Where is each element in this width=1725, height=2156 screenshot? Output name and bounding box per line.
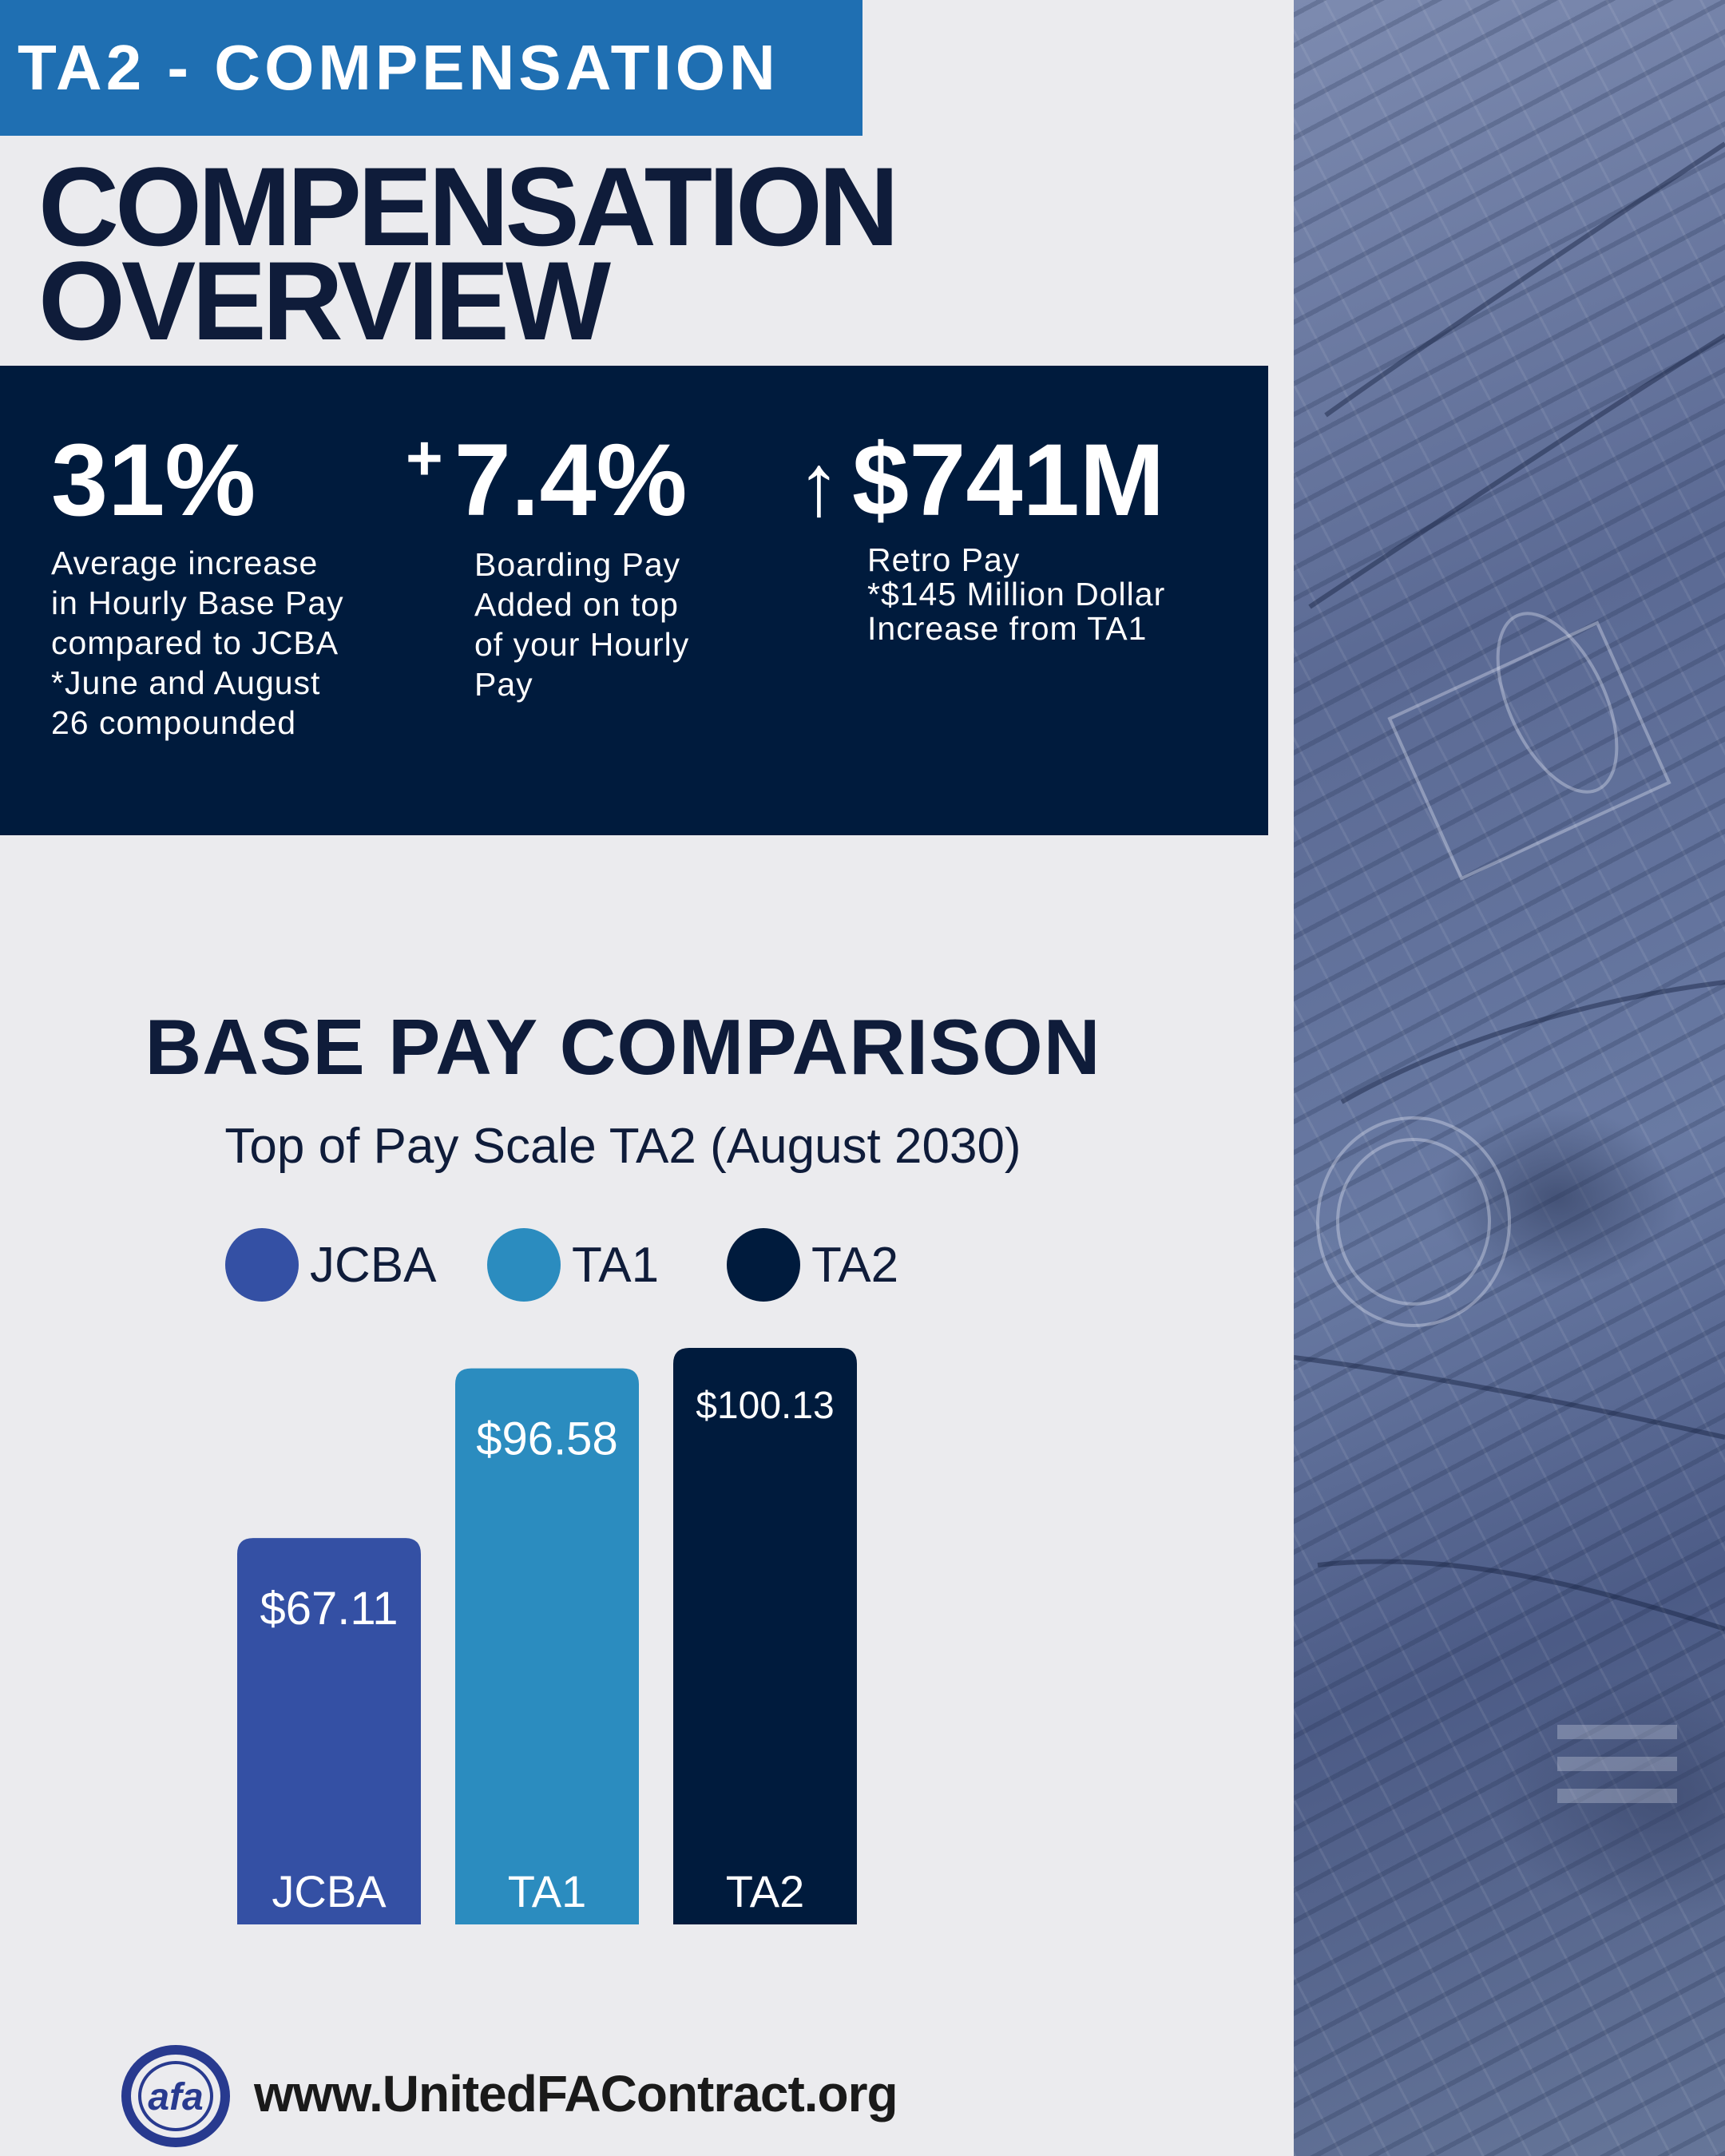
afa-logo: afa [121, 2045, 230, 2147]
stats-panel: 31% Average increase in Hourly Base Pay … [0, 366, 1268, 835]
bar-category-label: TA1 [508, 1866, 587, 1916]
stat-line: *$145 Million Dollar [867, 576, 1166, 612]
section-tag: TA2 - COMPENSATION [0, 0, 862, 136]
plus-icon: + [406, 422, 443, 493]
chart-legend: JCBA TA1 TA2 [0, 1228, 1038, 1308]
stat-line: Retro Pay [867, 541, 1021, 578]
legend-swatch [225, 1228, 299, 1302]
chart-title: BASE PAY COMPARISON [145, 1003, 1101, 1091]
logo-text: afa [148, 2076, 203, 2118]
bar-value-label: $96.58 [476, 1413, 617, 1465]
bar-ta1 [455, 1368, 639, 1924]
stat-value-text: 7.4% [454, 423, 688, 537]
legend-swatch [487, 1228, 561, 1302]
title-line-2: OVERVIEW [38, 238, 611, 363]
stat-value-text: $741M [852, 423, 1165, 537]
stat-value-text: 31% [51, 423, 256, 537]
legend-label: TA1 [572, 1237, 660, 1293]
bar-value-label: $100.13 [696, 1385, 835, 1427]
stat-description: Retro Pay *$145 Million Dollar Increase … [867, 543, 1165, 646]
stat-line: Increase from TA1 [867, 610, 1148, 647]
title-line-1: COMPENSATION [38, 144, 899, 269]
stat-value: ↑ $741M [797, 422, 1164, 539]
stat-line: Average increase [51, 545, 319, 581]
stat-line: in Hourly Base Pay [51, 585, 344, 621]
bar-category-label: JCBA [272, 1866, 387, 1916]
website-link[interactable]: www.UnitedFAContract.org [254, 2065, 898, 2122]
stat-line: of your Hourly [474, 626, 690, 663]
stat-line: Boarding Pay [474, 546, 681, 583]
bar-value-label: $67.11 [260, 1583, 398, 1635]
stat-line: Pay [474, 666, 533, 703]
legend-item-ta1: TA1 [487, 1228, 659, 1302]
page-title: COMPENSATION OVERVIEW [38, 144, 899, 363]
legend-swatch [727, 1228, 800, 1302]
bar-jcba [237, 1538, 421, 1924]
chart-subtitle: Top of Pay Scale TA2 (August 2030) [224, 1119, 1021, 1174]
stat-line: *June and August [51, 664, 321, 701]
stat-value: 31% [51, 422, 256, 539]
stat-value: +7.4% [406, 422, 687, 539]
stat-description: Average increase in Hourly Base Pay comp… [51, 543, 344, 743]
stat-line: 26 compounded [51, 704, 297, 741]
stat-line: Added on top [474, 586, 679, 623]
bar-category-label: TA2 [726, 1866, 805, 1916]
stat-description: Boarding Pay Added on top of your Hourly… [474, 545, 689, 704]
stat-line: compared to JCBA [51, 624, 339, 661]
legend-label: JCBA [310, 1237, 437, 1293]
legend-label: TA2 [811, 1237, 899, 1293]
base-pay-bar-chart: $67.11 JCBA $96.58 TA1 $100.13 TA2 [237, 1348, 857, 1924]
money-background-image [1294, 0, 1725, 2156]
legend-item-ta2: TA2 [727, 1228, 898, 1302]
bar-ta2 [673, 1348, 857, 1924]
legend-item-jcba: JCBA [225, 1228, 436, 1302]
arrow-up-icon: ↑ [797, 436, 841, 534]
